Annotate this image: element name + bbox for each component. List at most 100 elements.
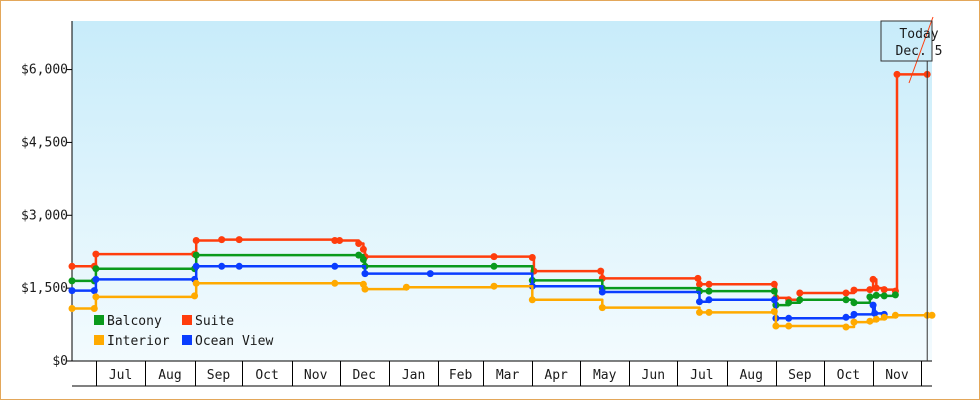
data-point (928, 311, 936, 319)
data-point (694, 274, 702, 282)
x-month-label: Jan (402, 368, 425, 383)
x-month-label: Aug (158, 368, 181, 383)
data-point (355, 240, 363, 247)
x-month-label: Jul (690, 368, 713, 383)
data-point (880, 313, 888, 321)
data-point (528, 254, 536, 261)
data-point (891, 291, 899, 299)
y-tick-label: $1,500 (21, 281, 68, 296)
data-point (872, 291, 880, 299)
y-axis: $0 $1,500 $3,000 $4,500 $6,000 (21, 21, 73, 369)
x-month-label: Nov (885, 368, 909, 383)
data-point (850, 310, 858, 318)
data-point (705, 308, 713, 316)
today-marker: Today Dec. 5 (880, 16, 943, 361)
data-point (192, 262, 200, 270)
data-point (92, 250, 100, 258)
today-connector (908, 16, 934, 84)
data-point (92, 293, 100, 301)
data-point (893, 70, 901, 78)
data-point (866, 317, 874, 325)
data-point (785, 314, 793, 322)
data-point (92, 275, 100, 283)
data-point (490, 262, 498, 270)
series-suite (68, 70, 931, 304)
data-point (191, 292, 199, 300)
data-point (68, 305, 76, 312)
data-point (796, 296, 804, 304)
data-point (880, 292, 888, 300)
data-point (92, 265, 100, 273)
y-tick-label: $6,000 (21, 63, 68, 78)
data-point (696, 308, 703, 316)
data-point (359, 256, 367, 263)
data-point (770, 287, 778, 295)
data-point (68, 277, 76, 285)
today-date: Dec. 5 (896, 44, 943, 59)
x-month-label: Jun (642, 368, 665, 383)
data-point (705, 296, 713, 304)
data-point (90, 305, 98, 312)
x-month-label: Sep (788, 368, 812, 383)
data-point (796, 289, 804, 297)
data-point (235, 236, 243, 244)
today-label: Today (899, 27, 938, 42)
data-point (355, 251, 363, 259)
data-point (866, 293, 874, 301)
data-point (361, 285, 369, 293)
legend-label: Interior (107, 334, 170, 349)
data-point (68, 262, 76, 270)
data-point (598, 288, 606, 296)
data-point (872, 315, 880, 323)
data-point (192, 251, 200, 259)
y-tick-label: $3,000 (21, 208, 68, 223)
x-month-label: Feb (449, 368, 473, 383)
data-point (331, 237, 339, 244)
data-point (598, 304, 606, 312)
data-point (842, 323, 850, 331)
data-point (842, 296, 850, 304)
y-tick-label: $0 (52, 354, 68, 369)
data-point (770, 308, 778, 315)
data-point (705, 280, 713, 288)
data-point (869, 301, 877, 309)
data-point (331, 262, 339, 270)
data-point (705, 287, 713, 295)
y-tick-label: $4,500 (21, 135, 68, 150)
data-point (90, 287, 98, 295)
data-point (785, 322, 793, 330)
data-point (490, 282, 498, 290)
x-month-label: Jul (109, 368, 132, 383)
data-point (871, 309, 879, 317)
data-point (402, 283, 410, 291)
x-month-label: Sep (207, 368, 231, 383)
x-month-label: Aug (739, 368, 762, 383)
x-month-label: Mar (496, 368, 520, 383)
x-month-label: Nov (304, 368, 328, 383)
x-axis: Jul Aug Sep Oct Nov Dec Jan Feb Mar Apr May Jun Jul A… (72, 360, 932, 387)
legend-label: Suite (195, 314, 234, 329)
legend: Balcony Suite Interior Ocean View (94, 314, 273, 349)
data-point (68, 287, 76, 295)
legend-swatch (182, 315, 192, 325)
legend-swatch (94, 315, 104, 325)
legend-swatch (94, 335, 104, 345)
series-line (72, 265, 886, 320)
data-point (770, 296, 778, 304)
data-point (218, 236, 226, 244)
x-month-label: Oct (255, 368, 278, 383)
data-point (192, 237, 200, 244)
data-point (696, 280, 703, 288)
series-ocean-view (68, 262, 888, 322)
data-point (866, 286, 874, 294)
data-point (850, 299, 858, 307)
legend-swatch (182, 335, 192, 345)
x-month-label: Apr (544, 368, 568, 383)
data-point (359, 245, 367, 253)
data-point (361, 270, 369, 278)
data-point (891, 311, 899, 319)
today-box (880, 20, 933, 62)
x-month-label: May (593, 368, 617, 383)
